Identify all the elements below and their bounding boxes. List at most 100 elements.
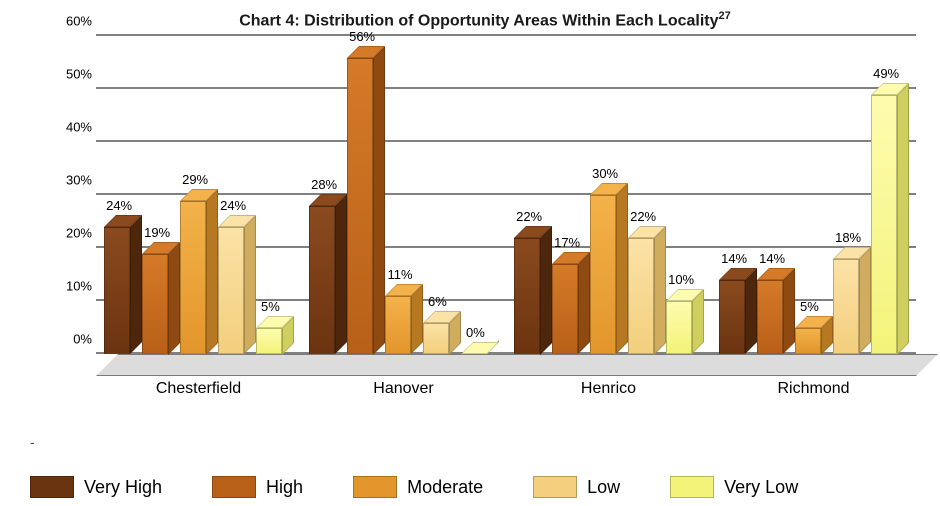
bar: 14% [719, 280, 745, 354]
chart-title: Chart 4: Distribution of Opportunity Are… [50, 10, 920, 30]
legend-label: Very Low [724, 477, 798, 498]
bar-front [142, 254, 168, 355]
bar-front [871, 95, 897, 355]
bar-value-label: 14% [759, 251, 785, 266]
bar-value-label: 18% [835, 230, 861, 245]
chart-title-text: Chart 4: Distribution of Opportunity Are… [239, 12, 718, 29]
chart-floor [96, 354, 938, 376]
legend-swatch [212, 476, 256, 498]
plot: 0%10%20%30%40%50%60% 24%19%29%24%5%Chest… [50, 36, 920, 396]
bar-value-label: 30% [592, 166, 618, 181]
bar-front [423, 323, 449, 355]
bar: 30% [590, 195, 616, 354]
legend-swatch [533, 476, 577, 498]
legend-swatch [670, 476, 714, 498]
bar-value-label: 56% [349, 29, 375, 44]
bar-group: 24%19%29%24%5%Chesterfield [96, 36, 301, 354]
category-label: Henrico [581, 380, 636, 398]
bar: 14% [757, 280, 783, 354]
y-tick-label: 60% [66, 14, 92, 29]
bar: 18% [833, 259, 859, 354]
bar-group: 14%14%5%18%49%Richmond [711, 36, 916, 354]
bar: 24% [104, 227, 130, 354]
legend-label: Low [587, 477, 620, 498]
bar-value-label: 24% [220, 198, 246, 213]
bar-value-label: 5% [261, 299, 280, 314]
legend-item: Moderate [353, 476, 483, 498]
bar: 17% [552, 264, 578, 354]
bar-front [628, 238, 654, 355]
chart-title-footnote: 27 [719, 10, 731, 22]
legend-item: Low [533, 476, 620, 498]
bar-value-label: 0% [466, 325, 485, 340]
bar-groups: 24%19%29%24%5%Chesterfield28%56%11%6%0%H… [96, 36, 916, 354]
legend-swatch [353, 476, 397, 498]
bar-value-label: 19% [144, 225, 170, 240]
bar-front [104, 227, 130, 354]
bar-front [514, 238, 540, 355]
legend-label: Moderate [407, 477, 483, 498]
bar-value-label: 11% [387, 267, 412, 282]
y-tick-label: 30% [66, 173, 92, 188]
bar-side [783, 268, 795, 354]
bar-side [578, 252, 590, 354]
bar-group: 22%17%30%22%10%Henrico [506, 36, 711, 354]
bar-front [256, 328, 282, 355]
bar-group: 28%56%11%6%0%Hanover [301, 36, 506, 354]
bar: 5% [795, 328, 821, 355]
bar-top [461, 342, 499, 354]
bar-side [168, 242, 180, 355]
bar-side [335, 194, 347, 354]
bar-front [757, 280, 783, 354]
bar: 6% [423, 323, 449, 355]
bar: 22% [514, 238, 540, 355]
bar: 49% [871, 95, 897, 355]
bar-value-label: 49% [873, 66, 899, 81]
bar-front [218, 227, 244, 354]
bar-value-label: 14% [721, 251, 747, 266]
bar: 24% [218, 227, 244, 354]
bar-front [309, 206, 335, 354]
bar-value-label: 5% [800, 299, 819, 314]
bar: 10% [666, 301, 692, 354]
bar-value-label: 29% [182, 172, 208, 187]
bar: 11% [385, 296, 411, 354]
bar-front [180, 201, 206, 355]
bar-side [897, 83, 909, 355]
bar-side [130, 215, 142, 354]
y-tick-label: 40% [66, 120, 92, 135]
bar-side [373, 46, 385, 355]
bar: 56% [347, 58, 373, 355]
bar-side [540, 226, 552, 355]
dash-mark: - [30, 434, 35, 450]
legend-item: Very High [30, 476, 162, 498]
bar: 19% [142, 254, 168, 355]
y-tick-label: 0% [73, 332, 92, 347]
chart-container: Chart 4: Distribution of Opportunity Are… [50, 10, 920, 396]
legend-label: Very High [84, 477, 162, 498]
bar-side [206, 189, 218, 355]
category-label: Hanover [373, 380, 433, 398]
bar-value-label: 6% [428, 294, 447, 309]
bar-front [833, 259, 859, 354]
bar-side [616, 183, 628, 354]
bar-side [859, 247, 871, 354]
bar-front [347, 58, 373, 355]
bar-side [654, 226, 666, 355]
bar: 28% [309, 206, 335, 354]
bar-side [745, 268, 757, 354]
bar-value-label: 28% [311, 177, 337, 192]
y-tick-label: 10% [66, 279, 92, 294]
bar-value-label: 22% [630, 209, 656, 224]
bar-front [552, 264, 578, 354]
bar-value-label: 24% [106, 198, 132, 213]
legend-item: High [212, 476, 303, 498]
legend-label: High [266, 477, 303, 498]
bar-front [795, 328, 821, 355]
bar: 22% [628, 238, 654, 355]
plot-area: 24%19%29%24%5%Chesterfield28%56%11%6%0%H… [96, 36, 916, 376]
category-label: Richmond [777, 380, 849, 398]
bar: 29% [180, 201, 206, 355]
bar-value-label: 10% [668, 272, 694, 287]
bar-value-label: 22% [516, 209, 542, 224]
